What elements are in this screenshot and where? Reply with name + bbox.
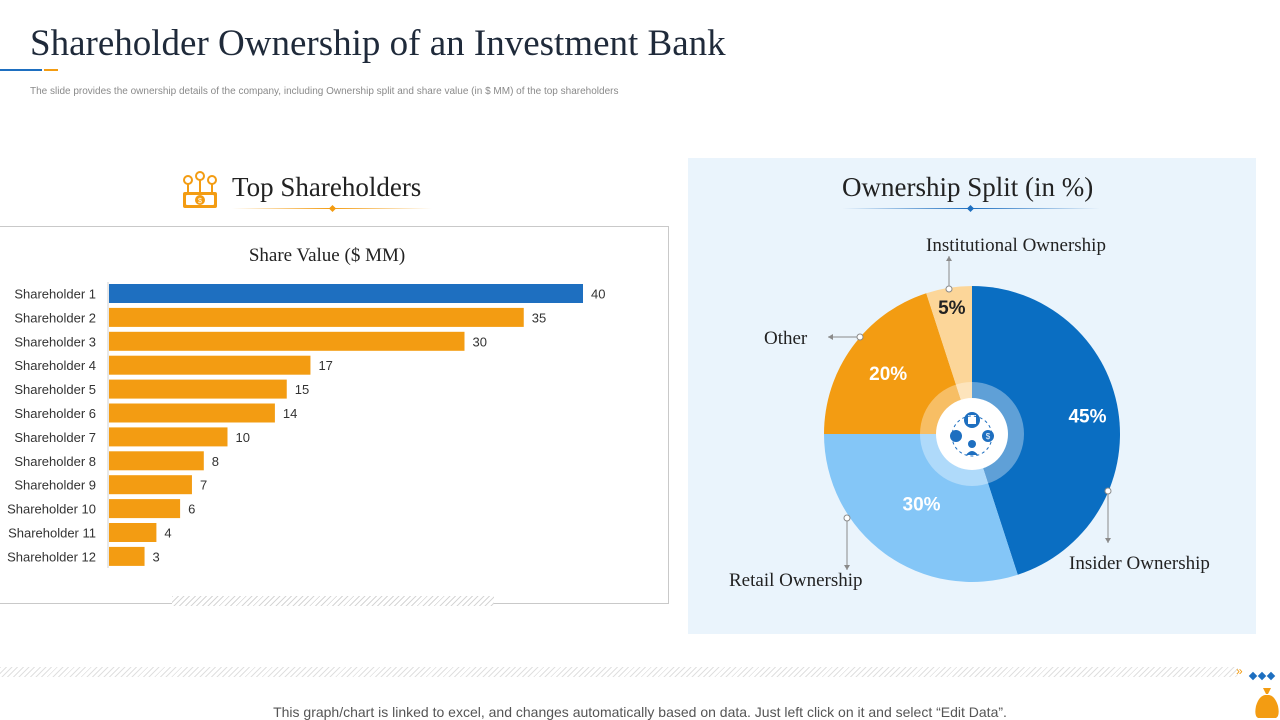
bar-category-label: Shareholder 12	[7, 549, 96, 564]
chart-frame-hatch	[172, 596, 494, 606]
pie-percent-label: 30%	[903, 494, 941, 515]
bar-category-label: Shareholder 9	[14, 478, 96, 493]
pie-slice-other[interactable]	[824, 293, 972, 434]
bar-category-label: Shareholder 8	[14, 454, 96, 469]
bar-category-label: Shareholder 7	[14, 430, 96, 445]
bar-10[interactable]	[109, 499, 181, 519]
pie-leader-arrow	[1105, 538, 1111, 543]
share-value-bar-chart[interactable]: Share Value ($ MM) Shareholder 1 40 Shareh…	[0, 226, 668, 602]
diamond-dots-icon	[1248, 666, 1277, 684]
title-underline-orange	[44, 69, 58, 71]
pie-slice-insider-ownership[interactable]	[972, 286, 1121, 575]
pie-slice-institutional-ownership[interactable]	[926, 286, 972, 434]
pie-label-insider: Insider Ownership	[1069, 553, 1210, 574]
pie-slice-retail-ownership[interactable]	[824, 434, 1018, 582]
bar-category-label: Shareholder 2	[14, 310, 96, 325]
bar-category-label: Shareholder 11	[8, 526, 96, 541]
money-bag-icon	[1255, 688, 1279, 718]
bar-7[interactable]	[109, 427, 228, 447]
title-underline-blue	[0, 69, 42, 71]
bar-value-label: 17	[318, 358, 332, 373]
bar-category-label: Shareholder 5	[14, 382, 96, 397]
pie-leader-arrow	[844, 565, 850, 570]
bar-category-label: Shareholder 4	[14, 358, 96, 373]
pie-label-retail: Retail Ownership	[729, 570, 863, 591]
bar-3[interactable]	[109, 331, 465, 351]
bar-value-label: 14	[283, 406, 297, 421]
pie-leader-dot	[945, 285, 953, 293]
pie-percent-label: 45%	[1068, 407, 1106, 428]
pie-leader-dot	[856, 333, 864, 341]
top-shareholders-heading: Top Shareholders	[232, 172, 422, 202]
bar-1[interactable]	[109, 284, 583, 303]
bar-value-label: 6	[188, 502, 195, 517]
bar-value-label: 10	[236, 430, 250, 445]
bar-value-label: 40	[591, 287, 605, 302]
ownership-pie-chart[interactable]: 45% 30% 20% 5% $	[688, 158, 1256, 634]
bar-value-label: 4	[164, 526, 171, 541]
bar-value-label: 3	[153, 549, 160, 564]
left-heading-marker	[328, 204, 337, 213]
pie-percent-label: 20%	[869, 364, 907, 385]
ownership-split-heading: Ownership Split (in %)	[842, 172, 1094, 202]
bank-network-icon: $	[950, 412, 994, 457]
footer-note: This graph/chart is linked to excel, and…	[273, 704, 1007, 720]
chevron-right-icon: »	[1236, 664, 1242, 678]
svg-text:$: $	[986, 432, 991, 441]
bar-value-label: 15	[295, 382, 309, 397]
bar-12[interactable]	[109, 546, 145, 566]
pie-leader-dot	[1104, 487, 1112, 495]
pie-leader-dot	[843, 514, 851, 522]
bar-4[interactable]	[109, 355, 311, 375]
bar-9[interactable]	[109, 475, 192, 495]
page-subtitle: The slide provides the ownership details…	[30, 86, 619, 97]
pie-leader-arrow	[828, 334, 833, 340]
bar-category-label: Shareholder 10	[7, 502, 96, 517]
pie-percent-label: 5%	[938, 298, 966, 319]
pie-leader-arrow	[946, 256, 952, 261]
bar-value-label: 8	[212, 454, 219, 469]
bar-value-label: 35	[532, 310, 546, 325]
bar-11[interactable]	[109, 523, 157, 542]
bar-2[interactable]	[109, 307, 524, 327]
bar-chart-title: Share Value ($ MM)	[249, 245, 405, 266]
pie-center-disc	[936, 398, 1008, 470]
money-coins-icon: $	[183, 171, 217, 208]
pie-label-institutional: Institutional Ownership	[926, 235, 1106, 256]
bar-6[interactable]	[109, 403, 275, 423]
bar-category-label: Shareholder 1	[14, 287, 96, 302]
bar-8[interactable]	[109, 451, 204, 471]
footer-hatch	[0, 667, 1238, 677]
bar-5[interactable]	[109, 379, 287, 399]
bar-category-label: Shareholder 3	[14, 334, 96, 349]
svg-text:$: $	[198, 198, 202, 205]
bar-value-label: 30	[473, 334, 487, 349]
bar-value-label: 7	[200, 478, 207, 493]
page-title: Shareholder Ownership of an Investment B…	[30, 23, 726, 64]
bar-category-label: Shareholder 6	[14, 406, 96, 421]
pie-label-other: Other	[764, 328, 808, 349]
